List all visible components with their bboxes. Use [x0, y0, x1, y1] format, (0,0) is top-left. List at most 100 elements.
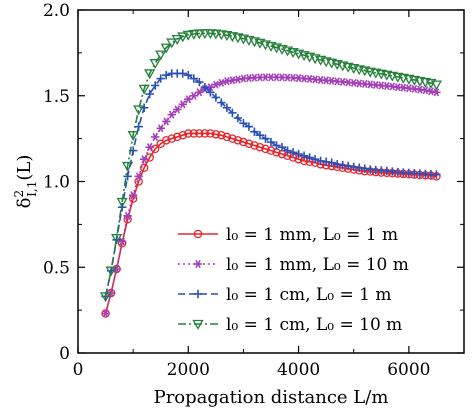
data-point: [178, 130, 188, 140]
legend-label: l₀ = 1 cm, L₀ = 10 m: [226, 315, 402, 335]
data-point: [145, 89, 154, 99]
triangle-marker: [138, 84, 150, 95]
data-point: [167, 110, 176, 119]
triangle-marker: [155, 50, 167, 61]
star-marker-stroke: [262, 73, 269, 82]
data-point: [139, 163, 149, 173]
legend-label: l₀ = 1 mm, L₀ = 10 m: [226, 255, 409, 275]
circle-marker: [250, 141, 259, 150]
data-point: [162, 117, 171, 126]
data-point: [138, 84, 150, 95]
x-tick-label: 6000: [387, 360, 430, 380]
star-marker-stroke: [361, 79, 368, 88]
data-point: [178, 69, 187, 78]
data-point: [173, 132, 182, 142]
star-marker-stroke: [157, 124, 164, 133]
data-point: [123, 211, 132, 220]
star-marker-stroke: [345, 78, 351, 87]
star-marker-stroke: [179, 100, 186, 109]
star-marker-stroke: [124, 211, 131, 220]
star-marker-stroke: [268, 73, 274, 82]
x-axis-label: Propagation distance L/m: [154, 387, 389, 408]
circle-marker: [261, 144, 270, 154]
star-marker-stroke: [273, 73, 280, 82]
triangle-marker: [116, 197, 128, 208]
y-tick-label: 2.0: [43, 1, 70, 21]
axis-ticks: 0 2000 4000 6000 0 0.5 1.0 1.5 2.0: [43, 1, 464, 380]
data-point: [193, 229, 203, 239]
triangle-marker: [430, 80, 443, 91]
triangle-marker: [144, 69, 156, 80]
star-marker-stroke: [290, 73, 296, 82]
data-point: [277, 143, 287, 152]
data-point: [244, 139, 254, 149]
data-point: [332, 160, 342, 169]
legend-item: l₀ = 1 cm, L₀ = 1 m: [178, 285, 391, 305]
circle-marker: [244, 139, 254, 149]
circle-marker: [206, 129, 215, 138]
data-point: [239, 137, 248, 147]
data-point: [189, 129, 199, 138]
data-point: [250, 127, 259, 136]
star-marker-stroke: [317, 75, 324, 85]
star-marker-stroke: [135, 172, 142, 181]
triangle-marker: [199, 29, 211, 40]
star-marker-stroke: [279, 73, 285, 82]
data-point: [222, 132, 232, 142]
data-point: [421, 86, 430, 95]
data-point: [173, 105, 182, 114]
data-point: [261, 144, 270, 154]
data-point: [217, 98, 226, 107]
data-point: [184, 95, 193, 104]
data-point: [355, 163, 364, 172]
star-marker-stroke: [168, 110, 175, 119]
data-point: [338, 161, 347, 170]
data-point: [128, 191, 138, 200]
data-point: [310, 155, 320, 164]
data-point: [133, 105, 145, 116]
data-point: [255, 130, 265, 140]
legend-item: l₀ = 1 cm, L₀ = 10 m: [178, 315, 402, 335]
x-tick-label: 4000: [277, 360, 320, 380]
data-point: [321, 157, 331, 166]
data-point: [430, 80, 443, 91]
star-marker-stroke: [372, 80, 379, 89]
data-point: [217, 130, 226, 140]
triangle-marker: [160, 43, 172, 54]
star-marker-stroke: [400, 83, 407, 92]
data-point: [255, 142, 265, 152]
star-marker-stroke: [235, 75, 241, 84]
triangle-marker: [171, 35, 183, 45]
circle-marker: [222, 132, 232, 142]
circle-marker: [195, 129, 204, 138]
star-marker-stroke: [411, 84, 418, 93]
data-point: [228, 134, 237, 143]
data-point: [134, 172, 143, 181]
star-marker-stroke: [306, 74, 313, 83]
data-point: [189, 74, 198, 83]
triangle-marker: [166, 38, 178, 49]
data-point: [426, 87, 436, 96]
triangle-marker: [133, 105, 145, 116]
data-point: [182, 30, 194, 41]
star-marker-stroke: [152, 132, 158, 141]
y-tick-label: 0: [59, 344, 70, 364]
data-point: [204, 29, 216, 40]
star-marker-stroke: [119, 237, 125, 246]
data-point: [195, 88, 204, 97]
triangle-marker: [99, 292, 112, 303]
star-marker-stroke: [328, 76, 335, 85]
star-marker-stroke: [433, 88, 440, 97]
circle-marker: [150, 144, 160, 154]
data-point: [178, 100, 187, 109]
circle-marker: [211, 130, 221, 139]
data-point: [145, 153, 154, 162]
data-point: [283, 146, 292, 155]
circle-marker: [233, 136, 243, 145]
circle-marker: [173, 132, 182, 142]
x-tick-label: 0: [73, 360, 84, 380]
star-marker-stroke: [130, 191, 136, 200]
star-marker-stroke: [163, 117, 170, 126]
series-line: [104, 32, 437, 297]
data-point: [149, 59, 161, 69]
